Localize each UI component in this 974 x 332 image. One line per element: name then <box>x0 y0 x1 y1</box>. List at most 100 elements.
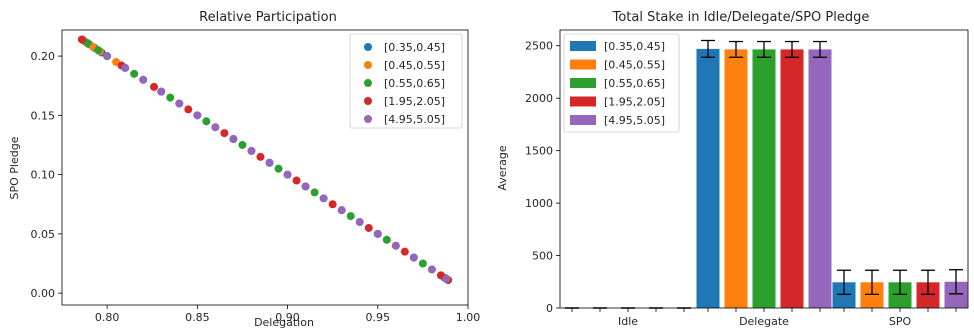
bars <box>565 39 968 309</box>
scatter-point <box>211 123 220 132</box>
scatter-legend-marker <box>364 43 372 51</box>
scatter-point <box>103 52 112 61</box>
scatter-xtick-label: 0.90 <box>275 311 300 324</box>
bar-ytick-label: 2500 <box>525 40 553 53</box>
bar-chart: Total Stake in Idle/Delegate/SPO Pledge … <box>496 10 969 328</box>
bar <box>808 49 832 309</box>
scatter-point <box>442 274 451 283</box>
scatter-xtick-label: 0.85 <box>185 311 210 324</box>
scatter-point <box>265 158 274 167</box>
bar <box>752 49 776 309</box>
scatter-ylabel: SPO Pledge <box>8 136 21 199</box>
bar-category-label: Idle <box>618 315 638 328</box>
bar-legend-label: [0.45,0.55] <box>604 59 665 72</box>
scatter-point <box>184 105 193 114</box>
scatter-point <box>229 135 238 144</box>
scatter-point <box>193 111 202 120</box>
scatter-point <box>418 259 427 268</box>
bar <box>832 282 856 308</box>
bar-legend-label: [0.35,0.45] <box>604 40 665 53</box>
scatter-point <box>310 188 319 197</box>
scatter-legend-label: [1.95,2.05] <box>384 95 445 108</box>
scatter-legend-label: [0.45,0.55] <box>384 59 445 72</box>
bar-legend-swatch <box>570 59 596 70</box>
bar-category-label: SPO <box>889 315 912 328</box>
bar-ylabel: Average <box>496 145 509 190</box>
bar-ytick-label: 2000 <box>525 92 553 105</box>
scatter-title: Relative Participation <box>199 10 337 25</box>
bar-legend-swatch <box>570 78 596 88</box>
bar-ticks: Idle Delegate SPO 0 500 1000 1500 2000 2500 <box>525 40 957 328</box>
scatter-ytick-label: 0.20 <box>31 50 56 63</box>
scatter-legend-label: [0.55,0.65] <box>384 77 445 90</box>
scatter-point <box>256 152 265 161</box>
scatter-point <box>427 265 436 274</box>
scatter-point <box>157 87 166 96</box>
scatter-point <box>283 170 292 179</box>
bar <box>916 282 940 308</box>
scatter-point <box>391 241 400 250</box>
scatter-frame <box>61 29 469 306</box>
bar-legend: [0.35,0.45] [0.45,0.55] [0.55,0.65] [1.95,2… <box>563 33 680 133</box>
scatter-ytick-label: 0.15 <box>31 109 56 122</box>
scatter-point <box>130 69 139 78</box>
scatter-xtick-label: 0.95 <box>366 311 391 324</box>
scatter-point <box>346 212 355 221</box>
bar-title: Total Stake in Idle/Delegate/SPO Pledge <box>612 10 870 25</box>
scatter-point <box>247 146 256 155</box>
scatter-point <box>382 235 391 244</box>
bar <box>724 49 748 309</box>
scatter-point <box>77 35 86 44</box>
scatter-point <box>292 176 301 185</box>
bar-ytick-label: 500 <box>532 250 553 263</box>
scatter-point <box>328 200 337 209</box>
scatter-legend-label: [0.35,0.45] <box>384 41 445 54</box>
scatter-point <box>175 99 184 108</box>
bar-legend-swatch <box>570 41 596 51</box>
bar-ytick-label: 1000 <box>525 197 553 210</box>
scatter-legend-label: [4.95,5.05] <box>384 113 445 126</box>
scatter-point <box>139 75 148 84</box>
bar-legend-box <box>563 33 680 133</box>
bar-legend-swatch <box>570 96 596 107</box>
bar-legend-swatch <box>570 115 596 125</box>
bar <box>780 49 804 309</box>
scatter-legend-marker <box>364 115 372 123</box>
scatter-point <box>220 129 229 138</box>
bar-legend-label: [1.95,2.05] <box>604 96 665 109</box>
scatter-point <box>121 63 130 72</box>
scatter-xtick-label: 0.80 <box>95 311 120 324</box>
bar-ytick-label: 0 <box>546 302 553 315</box>
bar <box>696 48 720 308</box>
scatter-point <box>202 117 211 126</box>
scatter-points <box>77 35 453 285</box>
bar-legend-label: [0.55,0.65] <box>604 77 665 90</box>
scatter-point <box>373 229 382 238</box>
scatter-ytick-label: 0.10 <box>31 169 56 182</box>
scatter-point <box>166 93 175 102</box>
scatter-ytick-label: 0.05 <box>31 228 56 241</box>
scatter-point <box>150 82 159 91</box>
scatter-point <box>337 206 346 215</box>
bar <box>860 282 884 308</box>
scatter-point <box>409 253 418 262</box>
bar-category-label: Delegate <box>739 315 789 328</box>
scatter-point <box>94 46 103 55</box>
scatter-chart: Relative Participation Delegation SPO Pl… <box>8 10 480 329</box>
scatter-point <box>301 182 310 191</box>
bar <box>944 281 968 308</box>
scatter-legend-marker <box>364 97 372 105</box>
scatter-legend-marker <box>364 79 372 87</box>
scatter-legend-marker <box>364 61 372 69</box>
scatter-point <box>400 247 409 256</box>
scatter-ticks: 0.80 0.85 0.90 0.95 1.00 0.00 0.05 0.10 0.15 0.20 <box>31 50 481 324</box>
scatter-point <box>355 218 364 227</box>
bar <box>888 282 912 308</box>
bar-ytick-label: 1500 <box>525 145 553 158</box>
scatter-legend: [0.35,0.45] [0.45,0.55] [0.55,0.65] [1.95,2… <box>349 33 463 129</box>
scatter-point <box>364 223 373 232</box>
scatter-ytick-label: 0.00 <box>31 287 56 300</box>
scatter-legend-box <box>349 33 463 129</box>
bar-legend-label: [4.95,5.05] <box>604 114 665 127</box>
